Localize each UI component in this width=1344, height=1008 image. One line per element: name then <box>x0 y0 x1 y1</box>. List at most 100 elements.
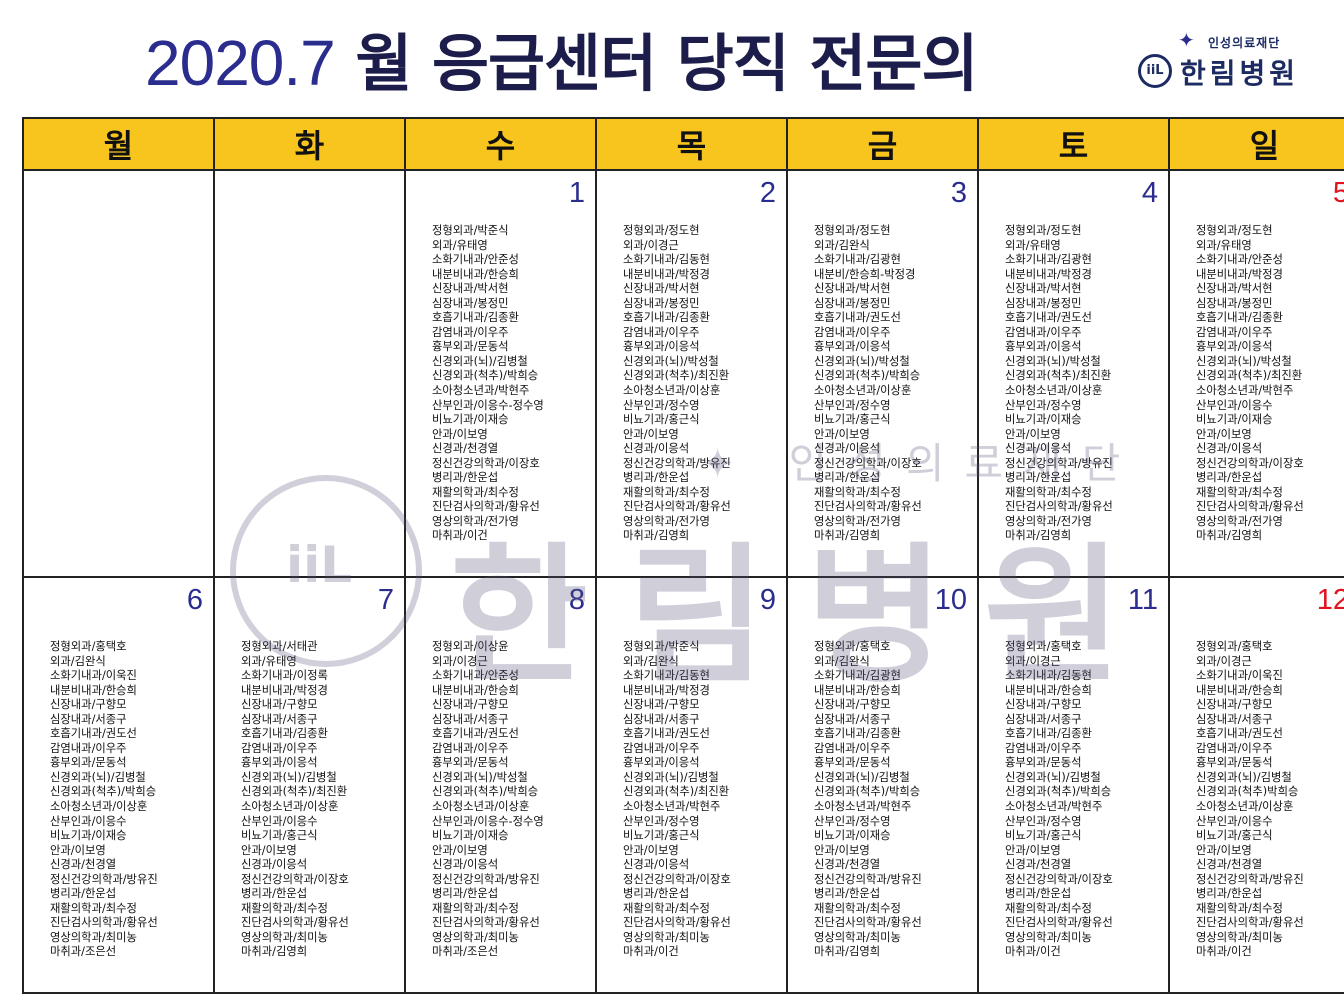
duty-entry: 정신건강의학과/이장호 <box>623 872 731 886</box>
day-cell: 5 정형외과/정도현 외과/유태영 소화기내과/안준성 내분비내과/박정경 신장내과/박서… <box>1168 169 1344 578</box>
day-number: 7 <box>377 584 394 616</box>
hospital-logo: ✦ 인성의료재단 iiL 한림병원 <box>1138 28 1338 100</box>
duty-entry: 호흡기내과/권도선 <box>432 727 519 741</box>
duty-entry: 병리과/한운섭 <box>241 887 308 901</box>
duty-entry: 영상의학과/전가영 <box>814 514 901 528</box>
duty-entry: 재활의학과/최수정 <box>1196 485 1283 499</box>
duty-entry: 병리과/한운섭 <box>50 887 117 901</box>
duty-entry: 신경외과(뇌)/박성철 <box>1196 354 1292 368</box>
duty-entry: 소아청소년과/박현주 <box>1005 800 1103 814</box>
duty-entry: 호흡기내과/김종환 <box>1196 311 1283 325</box>
duty-entry: 흉부외과/이응석 <box>1196 340 1273 354</box>
duty-entry: 소아청소년과/이상훈 <box>432 800 530 814</box>
duty-entry: 안과/이보영 <box>241 843 297 857</box>
duty-entry: 안과/이보영 <box>50 843 106 857</box>
duty-entry: 영상의학과/전가영 <box>1196 514 1283 528</box>
day-number: 9 <box>759 584 776 616</box>
duty-entry: 진단검사의학과/황유선 <box>1005 916 1113 930</box>
duty-entry: 정형외과/홍택호 <box>1005 640 1082 653</box>
duty-entry: 재활의학과/최수정 <box>1005 485 1092 499</box>
duty-entry: 신경과/천경열 <box>432 442 499 456</box>
weekday-3: 목 <box>595 117 788 171</box>
duty-entry: 신경외과(뇌)/박성철 <box>1005 354 1101 368</box>
duty-entry: 감염내과/이우주 <box>1005 741 1082 755</box>
duty-list: 정형외과/정도현 외과/김완식 소화기내과/김광현 내분비/한승희-박정경 신장내과/박… <box>814 224 922 544</box>
duty-entry: 내분비내과/한승희 <box>432 267 519 281</box>
duty-entry: 재활의학과/최수정 <box>814 485 901 499</box>
duty-entry: 호흡기내과/권도선 <box>1196 727 1283 741</box>
weekday-1: 화 <box>213 117 406 171</box>
duty-entry: 비뇨기과/홍근식 <box>814 413 891 427</box>
duty-entry: 영상의학과/최미농 <box>1005 930 1092 944</box>
weekday-0: 월 <box>22 117 215 171</box>
duty-entry: 정형외과/정도현 <box>814 224 891 237</box>
duty-entry: 안과/이보영 <box>1196 843 1252 857</box>
duty-entry: 정형외과/정도현 <box>623 224 700 237</box>
duty-entry: 심장내과/서종구 <box>623 712 700 726</box>
duty-entry: 정형외과/홍택호 <box>814 640 891 653</box>
duty-entry: 신경과/이응석 <box>1196 442 1263 456</box>
duty-list: 정형외과/홍택호 외과/이경근 소화기내과/이욱진 내분비내과/한승희 신장내과/구향모… <box>1196 640 1304 960</box>
duty-entry: 내분비내과/박정경 <box>241 683 328 697</box>
duty-entry: 소화기내과/김동현 <box>623 669 710 683</box>
duty-entry: 신경과/이응석 <box>814 442 881 456</box>
duty-entry: 진단검사의학과/황유선 <box>1196 500 1304 514</box>
duty-entry: 비뇨기과/이재승 <box>432 413 509 427</box>
duty-entry: 소아청소년과/박현주 <box>1196 384 1294 398</box>
duty-entry: 외과/이경근 <box>623 238 679 252</box>
duty-entry: 안과/이보영 <box>1005 427 1061 441</box>
duty-entry: 신경외과(척추)/최진환 <box>241 785 348 799</box>
day-number: 4 <box>1141 177 1158 209</box>
duty-entry: 감염내과/이우주 <box>1196 741 1273 755</box>
duty-entry: 정형외과/홍택호 <box>1196 640 1273 653</box>
duty-entry: 신장내과/구향모 <box>50 698 127 712</box>
duty-entry: 흉부외과/문동석 <box>432 340 509 354</box>
duty-entry: 마취과/조은선 <box>432 945 499 959</box>
duty-entry: 소아청소년과/박현주 <box>814 800 912 814</box>
duty-entry: 신경외과(척추)/박희승 <box>432 369 539 383</box>
duty-entry: 진단검사의학과/황유선 <box>50 916 158 930</box>
duty-entry: 진단검사의학과/황유선 <box>814 916 922 930</box>
day-cell: 8 정형외과/이상윤 외과/이경근 소화기내과/안준성 내분비내과/한승희 신장내과/구향… <box>404 576 597 994</box>
duty-entry: 비뇨기과/이재승 <box>50 829 127 843</box>
duty-entry: 신경외과(척추)/박희승 <box>432 785 539 799</box>
duty-entry: 병리과/한운섭 <box>432 887 499 901</box>
duty-entry: 재활의학과/최수정 <box>241 901 328 915</box>
duty-entry: 안과/이보영 <box>1005 843 1061 857</box>
duty-entry: 신경외과(척추)/최진환 <box>1005 369 1112 383</box>
duty-entry: 호흡기내과/권도선 <box>623 727 710 741</box>
duty-entry: 소화기내과/김광현 <box>814 669 901 683</box>
duty-entry: 진단검사의학과/황유선 <box>1005 500 1113 514</box>
duty-list: 정형외과/정도현 외과/유태영 소화기내과/안준성 내분비내과/박정경 신장내과/박서현… <box>1196 224 1304 544</box>
duty-entry: 외과/김완식 <box>623 654 679 668</box>
duty-entry: 진단검사의학과/황유선 <box>432 916 540 930</box>
duty-entry: 정형외과/이상윤 <box>432 640 509 653</box>
duty-entry: 소화기내과/이욱진 <box>50 669 137 683</box>
duty-entry: 소아청소년과/이상훈 <box>1005 384 1103 398</box>
duty-entry: 소화기내과/안준성 <box>1196 253 1283 267</box>
duty-entry: 감염내과/이우주 <box>814 325 891 339</box>
day-cell: 10 정형외과/홍택호 외과/김완식 소화기내과/김광현 내분비내과/한승희 신장내과/구… <box>786 576 979 994</box>
page-title: 2020.7 월 응급센터 당직 전문의 <box>145 18 978 108</box>
duty-entry: 신경외과(뇌)/박성철 <box>623 354 719 368</box>
day-cell: 11 정형외과/홍택호 외과/이경근 소화기내과/김동현 내분비내과/한승희 신장내과/구… <box>977 576 1170 994</box>
duty-entry: 신경외과(뇌)/김병철 <box>1005 770 1101 784</box>
week-row: 1 정형외과/박준식 외과/유태영 소화기내과/안준성 내분비내과/한승희 신장내과/박서… <box>22 169 1344 578</box>
duty-entry: 병리과/한운섭 <box>1196 887 1263 901</box>
duty-entry: 신장내과/박서현 <box>623 282 700 296</box>
day-number: 11 <box>1127 584 1158 616</box>
duty-entry: 소아청소년과/박현주 <box>623 800 721 814</box>
duty-entry: 산부인과/이응수 <box>1196 398 1273 412</box>
duty-entry: 병리과/한운섭 <box>623 471 690 485</box>
title-year: 2020.7 <box>145 27 336 99</box>
duty-entry: 산부인과/정수영 <box>623 398 700 412</box>
duty-list: 정형외과/홍택호 외과/김완식 소화기내과/이욱진 내분비내과/한승희 신장내과/구향모… <box>50 640 158 960</box>
duty-entry: 영상의학과/전가영 <box>432 514 519 528</box>
duty-entry: 외과/유태영 <box>241 654 297 668</box>
duty-entry: 신경외과(척추)/박희승 <box>814 785 921 799</box>
duty-entry: 정형외과/정도현 <box>1005 224 1082 237</box>
duty-entry: 신경과/이응석 <box>1005 442 1072 456</box>
duty-entry: 소아청소년과/이상훈 <box>623 384 721 398</box>
